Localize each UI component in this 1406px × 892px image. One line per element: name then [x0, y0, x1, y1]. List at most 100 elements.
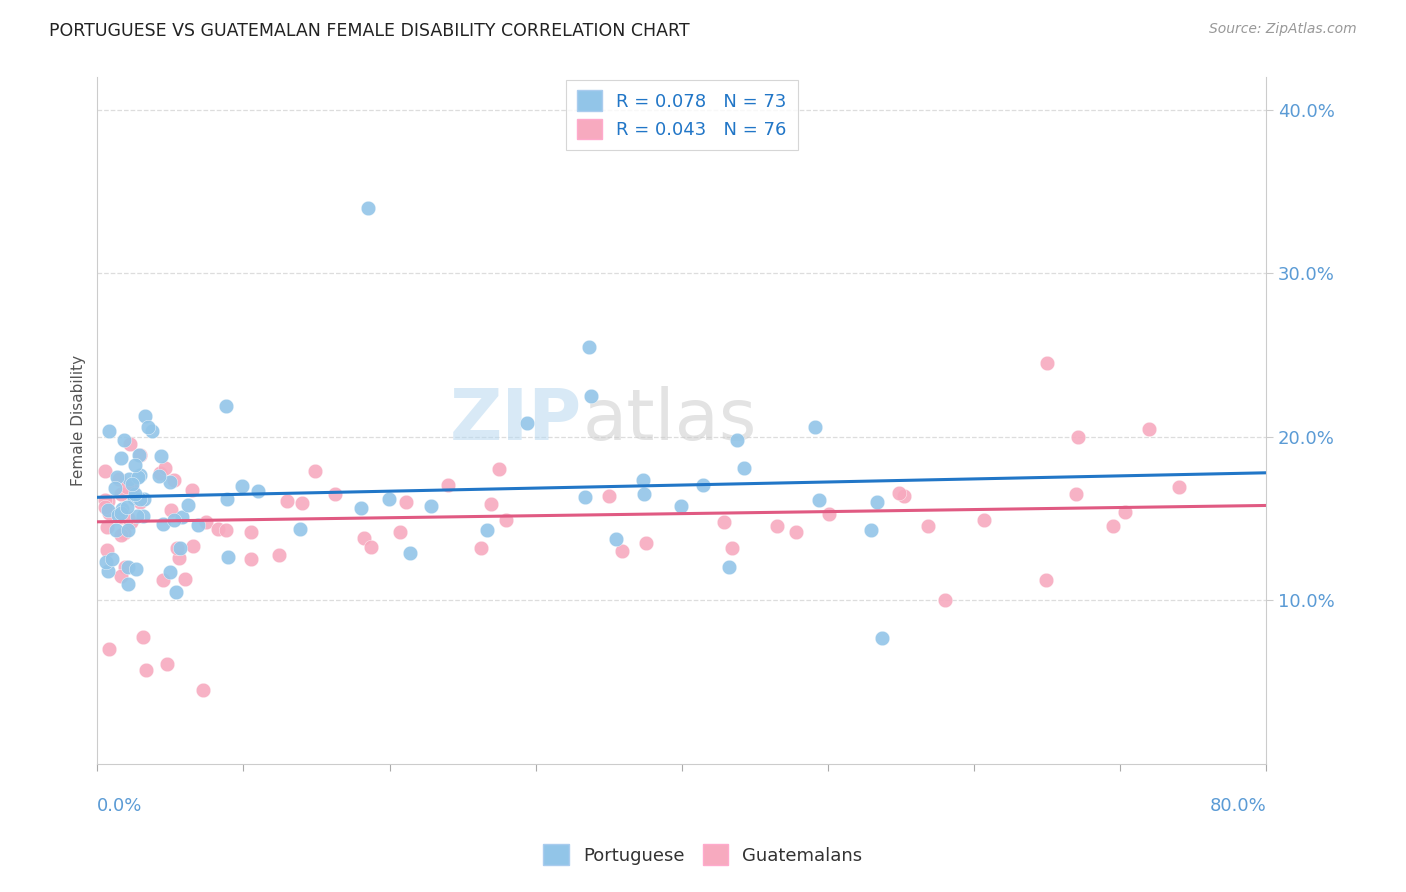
Point [127, 470, 149, 484]
Point [818, 507, 841, 521]
Legend: R = 0.078   N = 73, R = 0.043   N = 76: R = 0.078 N = 73, R = 0.043 N = 76 [565, 79, 797, 150]
Point [605, 533, 627, 547]
Point [98, 642, 121, 657]
Point [110, 487, 132, 501]
Point [117, 511, 139, 525]
Point [353, 531, 375, 545]
Point [191, 683, 214, 698]
Point [276, 494, 298, 508]
Point [240, 524, 263, 539]
Point [893, 490, 915, 504]
Point [110, 450, 132, 465]
Point [160, 502, 183, 516]
Point [115, 480, 138, 494]
Point [112, 433, 135, 447]
Point [866, 494, 889, 508]
Text: Source: ZipAtlas.com: Source: ZipAtlas.com [1209, 22, 1357, 37]
Point [120, 516, 142, 530]
Point [267, 548, 290, 562]
Point [356, 201, 378, 215]
Point [1137, 422, 1160, 436]
Point [166, 541, 188, 556]
Point [246, 483, 269, 498]
Point [579, 389, 602, 403]
Point [1114, 505, 1136, 519]
Point [169, 541, 191, 555]
Point [97, 506, 120, 520]
Point [97, 503, 120, 517]
Point [111, 510, 134, 524]
Point [101, 551, 124, 566]
Point [785, 525, 807, 540]
Point [766, 519, 789, 533]
Point [97, 564, 120, 578]
Point [516, 416, 538, 430]
Point [973, 513, 995, 527]
Point [860, 523, 883, 537]
Text: atlas: atlas [582, 386, 756, 455]
Point [1067, 430, 1090, 444]
Point [718, 560, 741, 574]
Point [633, 487, 655, 501]
Point [1035, 574, 1057, 588]
Point [97, 494, 120, 508]
Text: 0.0%: 0.0% [97, 797, 143, 814]
Point [141, 425, 163, 439]
Point [114, 559, 136, 574]
Point [887, 485, 910, 500]
Point [93, 500, 115, 515]
Point [124, 487, 146, 501]
Point [107, 508, 129, 523]
Point [153, 461, 176, 475]
Point [150, 449, 173, 463]
Point [96, 543, 118, 558]
Point [733, 461, 755, 475]
Point [104, 482, 127, 496]
Point [148, 468, 170, 483]
Point [121, 482, 143, 496]
Point [187, 518, 209, 533]
Text: PORTUGUESE VS GUATEMALAN FEMALE DISABILITY CORRELATION CHART: PORTUGUESE VS GUATEMALAN FEMALE DISABILI… [49, 22, 690, 40]
Point [692, 478, 714, 492]
Point [105, 469, 128, 483]
Point [156, 657, 179, 671]
Point [125, 562, 148, 576]
Point [470, 541, 492, 556]
Point [291, 496, 314, 510]
Point [181, 483, 204, 497]
Point [129, 467, 152, 482]
Point [217, 492, 239, 507]
Point [118, 472, 141, 486]
Point [125, 509, 148, 524]
Point [231, 479, 253, 493]
Point [105, 523, 128, 537]
Point [804, 419, 827, 434]
Point [214, 524, 236, 538]
Point [399, 546, 422, 560]
Point [395, 495, 418, 509]
Point [323, 486, 346, 500]
Point [163, 513, 186, 527]
Point [610, 544, 633, 558]
Point [350, 500, 373, 515]
Point [170, 510, 193, 524]
Point [195, 515, 218, 529]
Point [108, 472, 131, 486]
Point [112, 525, 135, 540]
Point [117, 523, 139, 537]
Point [110, 506, 132, 520]
Point [148, 466, 170, 480]
Point [124, 458, 146, 472]
Point [1168, 480, 1191, 494]
Point [1036, 356, 1059, 370]
Point [870, 631, 893, 645]
Point [215, 399, 238, 413]
Point [129, 495, 152, 509]
Point [177, 498, 200, 512]
Point [159, 565, 181, 579]
Point [807, 492, 830, 507]
Point [110, 528, 132, 542]
Point [631, 473, 654, 487]
Y-axis label: Female Disability: Female Disability [72, 355, 86, 486]
Text: ZIP: ZIP [450, 386, 582, 455]
